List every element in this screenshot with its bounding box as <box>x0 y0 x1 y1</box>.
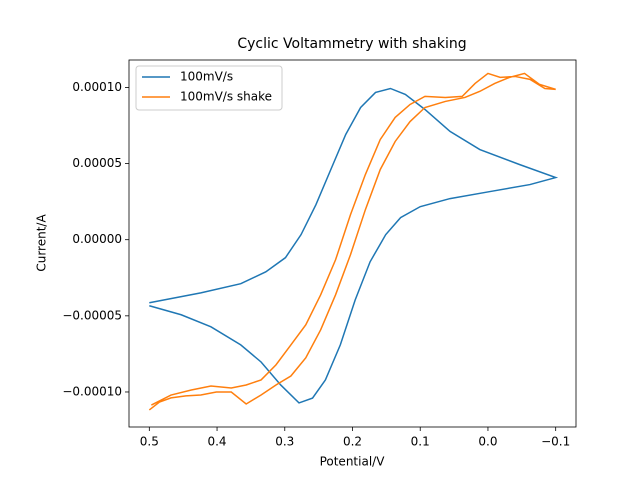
y-tick-label: −0.00010 <box>62 384 122 398</box>
x-tick-label: 0.2 <box>343 435 362 449</box>
x-tick-label: 0.3 <box>275 435 294 449</box>
data-line <box>148 72 556 411</box>
legend-box <box>135 65 283 111</box>
plot-frame <box>128 59 577 428</box>
x-tick-label: 0.5 <box>140 435 159 449</box>
y-tick-label: 0.00005 <box>72 156 122 170</box>
chart-title: Cyclic Voltammetry with shaking <box>237 36 466 52</box>
x-tick-label: 0.4 <box>207 435 226 449</box>
x-axis-label: Potential/V <box>320 455 386 469</box>
y-tick-label: −0.00005 <box>62 308 122 322</box>
x-tick-label: 0.1 <box>411 435 430 449</box>
data-line <box>149 87 559 404</box>
x-tick-label: 0.0 <box>478 435 497 449</box>
legend-label: 100mV/s shake <box>180 90 272 104</box>
y-tick-label: 0.00000 <box>72 232 122 246</box>
legend-label: 100mV/s <box>180 70 233 84</box>
y-axis-label: Current/A <box>35 214 49 272</box>
x-tick-label: −0.1 <box>541 435 570 449</box>
legend: 100mV/s 100mV/s shake <box>135 65 283 111</box>
y-tick-label: 0.00010 <box>72 80 122 94</box>
